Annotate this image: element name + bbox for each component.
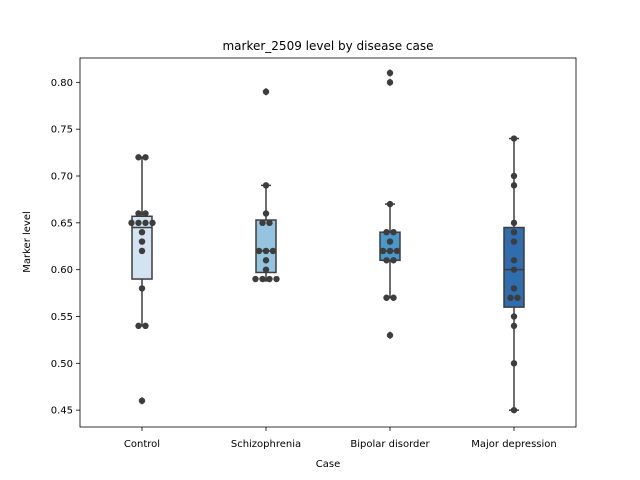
data-point [379,247,387,255]
data-point [510,360,518,367]
data-point [386,332,394,339]
y-tick-label: 0.80 [51,78,73,89]
y-tick-label: 0.65 [51,218,73,229]
data-point [383,228,390,236]
data-point [138,285,146,292]
data-point [386,200,394,208]
data-point [386,247,394,255]
swarm-points-control [128,154,156,404]
data-point [142,210,149,217]
data-point [135,219,142,227]
data-point [390,228,397,236]
data-point [510,285,518,292]
x-tick-label: Control [124,439,160,450]
swarm-points-major-depression [507,135,521,414]
data-point [510,135,518,142]
x-tick-label: Major depression [471,439,557,450]
y-axis-label: Marker level [22,211,33,273]
x-axis-label: Case [316,459,340,470]
data-point [142,219,149,227]
data-point [142,154,149,161]
data-point [149,219,156,227]
data-point [262,257,270,264]
data-point [510,228,518,236]
data-point [510,182,518,189]
data-point [383,294,390,301]
data-point [510,313,518,320]
swarm-points-schizophrenia [252,88,280,283]
x-tick-label: Schizophrenia [231,439,301,450]
swarm-points-bipolar-disorder [379,69,401,339]
data-point [262,247,270,255]
data-point [390,294,397,301]
data-point [262,182,270,189]
data-point [128,219,135,227]
data-point [393,247,401,255]
box [131,215,153,280]
data-point [510,172,518,180]
y-tick-label: 0.45 [51,406,73,417]
data-point [269,247,277,255]
data-point [135,210,142,217]
y-axis: 0.45 0.50 0.55 0.60 0.65 0.70 0.75 0.80 [51,78,80,417]
data-point [390,257,397,264]
data-point [259,219,266,227]
data-point [262,266,270,273]
data-point [273,275,280,283]
data-point [507,294,514,301]
data-point [138,397,146,404]
data-point [262,210,270,217]
data-point [138,228,146,236]
data-point [142,322,149,330]
y-tick-label: 0.70 [51,172,73,183]
plot-frame [79,57,577,428]
x-tick-label: Bipolar disorder [350,439,430,450]
box [255,219,277,274]
data-point [510,257,518,264]
data-point [259,275,266,283]
x-axis: Control Schizophrenia Bipolar disorder Majo… [124,427,557,450]
data-point [386,238,394,245]
data-point [266,219,273,227]
data-point [262,88,270,95]
chart-title: marker_2509 level by disease case [222,39,433,53]
data-point [135,322,142,330]
data-point [138,247,146,255]
y-tick-label: 0.55 [51,312,73,323]
data-point [266,275,273,283]
data-point [510,266,518,273]
data-point [383,257,390,264]
data-point [510,406,518,414]
data-point [252,275,259,283]
box [379,231,401,262]
data-point [135,154,142,161]
data-point [510,322,518,330]
data-point [255,247,263,255]
data-point [386,79,394,86]
data-point [510,219,518,227]
plot-area [128,68,525,414]
data-point [514,294,521,301]
data-point [386,69,394,77]
data-point [138,238,146,245]
y-tick-label: 0.75 [51,125,73,136]
y-tick-label: 0.50 [51,359,73,370]
y-tick-label: 0.60 [51,265,73,276]
data-point [510,238,518,245]
